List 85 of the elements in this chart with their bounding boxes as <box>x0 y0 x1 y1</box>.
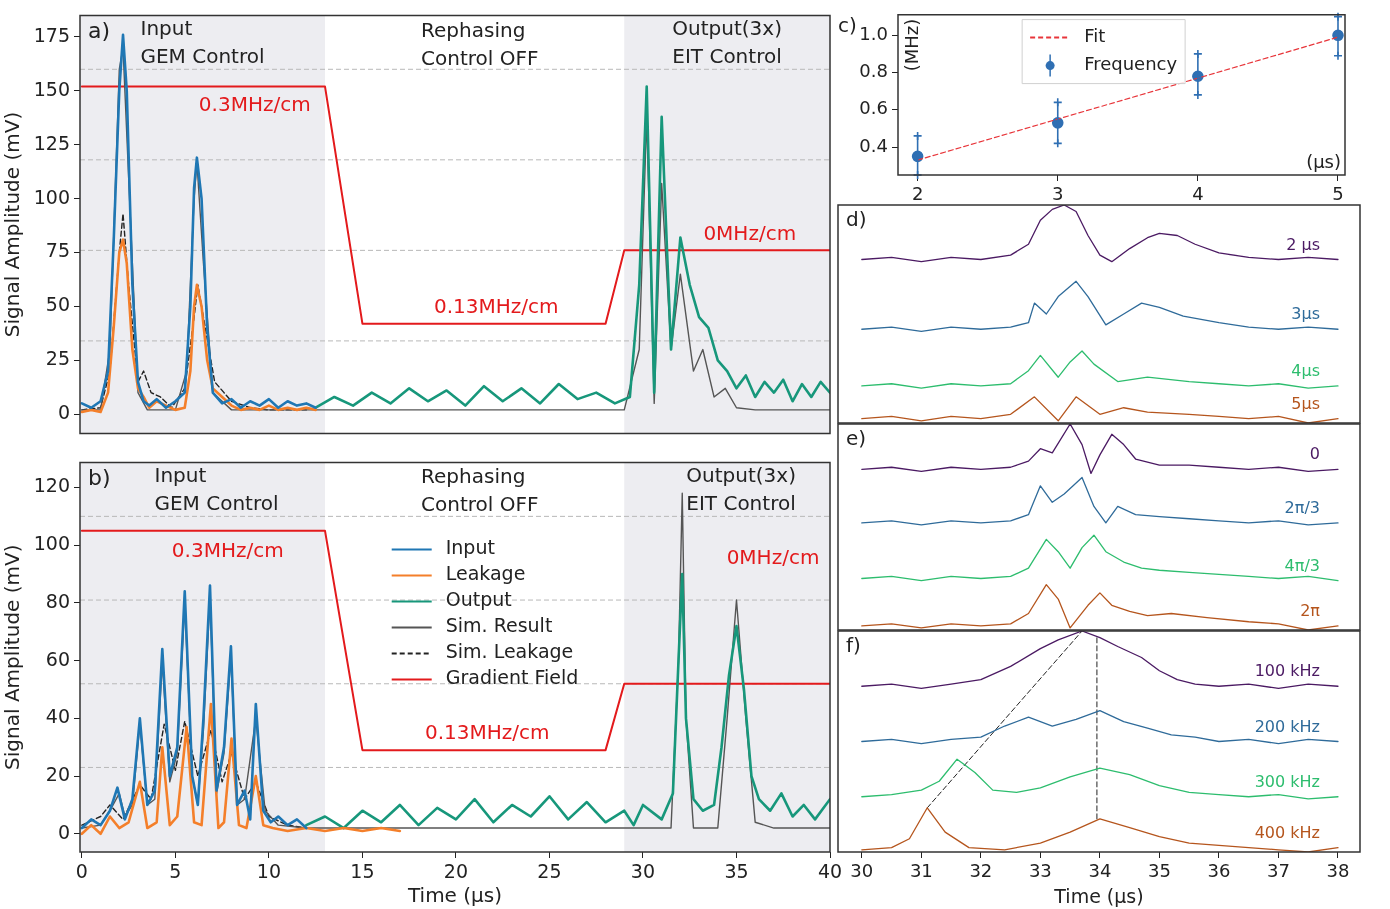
x-tick-label: 35 <box>724 860 749 883</box>
y-tick-label: 150 <box>33 77 70 100</box>
x-tick-label: 30 <box>630 860 656 883</box>
y-tick-label: 0.4 <box>859 134 888 156</box>
x-tick-label: 3 <box>1052 183 1064 205</box>
legend-label: Gradient Field <box>445 666 579 689</box>
x-tick-label: 31 <box>909 860 933 882</box>
y-tick-label: 75 <box>45 239 70 262</box>
series-label: 4π/3 <box>1284 555 1320 575</box>
x-tick-label: 33 <box>1028 860 1052 882</box>
y-tick-label: 1.0 <box>859 22 888 44</box>
series-label: 3μs <box>1291 304 1320 324</box>
series-label: 2 μs <box>1286 234 1320 254</box>
y-axis-title: (MHz) <box>900 18 922 72</box>
x-tick-label: 35 <box>1147 860 1171 882</box>
y-axis-title: Signal Amplitude (mV) <box>0 111 25 338</box>
annotation: 0.13MHz/cm <box>433 294 559 319</box>
band-label: Output(3x) EIT Control <box>686 462 796 515</box>
y-tick-label: 175 <box>33 23 70 46</box>
x-tick-label: 5 <box>1332 183 1344 205</box>
x-tick-label: 4 <box>1192 183 1204 205</box>
y-tick-label: 0.6 <box>859 97 888 119</box>
series-label: 100 kHz <box>1254 661 1320 681</box>
annotation: 0.3MHz/cm <box>198 92 311 117</box>
x-tick-label: 30 <box>850 860 874 882</box>
legend-label: Frequency <box>1084 53 1178 75</box>
band-label: Output(3x) EIT Control <box>672 15 782 68</box>
y-tick-label: 125 <box>33 131 70 154</box>
x-axis-title: (μs) <box>1306 150 1341 172</box>
legend-label: Sim. Result <box>445 614 553 637</box>
band-label: Input GEM Control <box>154 462 279 515</box>
series-label: 2π/3 <box>1284 498 1320 518</box>
y-tick-label: 40 <box>45 705 70 728</box>
x-axis-title: Time (μs) <box>406 883 503 908</box>
x-tick-label: 25 <box>537 860 562 883</box>
series-label: 0 <box>1309 444 1320 464</box>
x-tick-label: 37 <box>1267 860 1290 882</box>
x-tick-label: 20 <box>443 860 469 883</box>
x-tick-label: 38 <box>1326 860 1350 882</box>
chart-title: f) <box>846 633 861 658</box>
legend-label: Input <box>445 536 495 559</box>
annotation: 0MHz/cm <box>703 221 797 246</box>
chart-title: d) <box>846 207 867 232</box>
legend-label: Sim. Leakage <box>445 640 574 663</box>
y-tick-label: 100 <box>33 185 70 208</box>
legend-label: Leakage <box>445 562 526 585</box>
y-tick-label: 0 <box>57 820 70 843</box>
x-tick-label: 34 <box>1088 860 1112 882</box>
x-tick-label: 10 <box>256 860 281 883</box>
y-tick-label: 100 <box>33 532 70 555</box>
chart-title: e) <box>846 426 867 451</box>
series-label: 2π <box>1300 601 1321 621</box>
x-tick-label: 0 <box>75 860 88 883</box>
y-tick-label: 0 <box>57 401 70 424</box>
x-tick-label: 2 <box>911 183 924 205</box>
y-tick-label: 60 <box>45 647 70 670</box>
series-label: 400 kHz <box>1254 822 1320 842</box>
x-axis-title: Time (μs) <box>1053 884 1144 907</box>
x-tick-label: 15 <box>350 860 375 883</box>
y-tick-label: 50 <box>45 293 70 316</box>
series-label: 300 kHz <box>1254 771 1320 791</box>
chart-title: a) <box>88 18 111 44</box>
y-tick-label: 0.8 <box>859 60 888 82</box>
y-tick-label: 120 <box>33 474 70 497</box>
series-label: 200 kHz <box>1254 716 1320 736</box>
legend-label: Output <box>445 588 512 611</box>
y-tick-label: 80 <box>45 589 70 612</box>
annotation: 0MHz/cm <box>726 544 820 569</box>
annotation: Rephasing Control OFF <box>421 464 539 517</box>
series-label: 4μs <box>1291 361 1320 381</box>
legend-label: Fit <box>1084 25 1106 47</box>
annotation: 0.3MHz/cm <box>171 538 284 563</box>
chart-title: c) <box>838 13 857 37</box>
annotation: 0.13MHz/cm <box>424 719 550 744</box>
x-tick-label: 32 <box>969 860 993 882</box>
x-tick-label: 36 <box>1207 860 1231 882</box>
y-tick-label: 20 <box>45 763 70 786</box>
chart-title: b) <box>88 465 111 491</box>
series-label: 5μs <box>1291 393 1320 413</box>
x-tick-label: 40 <box>817 860 843 883</box>
y-axis-title: Signal Amplitude (mV) <box>0 544 25 770</box>
y-tick-label: 25 <box>45 347 70 370</box>
band-label: Input GEM Control <box>140 15 265 68</box>
annotation: Rephasing Control OFF <box>421 17 539 70</box>
x-tick-label: 5 <box>169 860 182 883</box>
